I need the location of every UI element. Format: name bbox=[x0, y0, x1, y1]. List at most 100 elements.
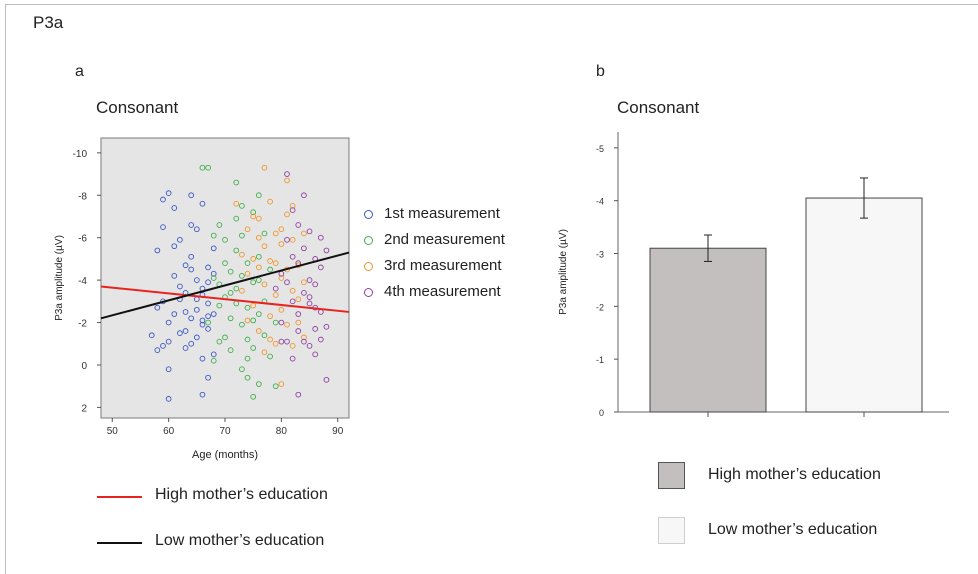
y-tick-label: -10 bbox=[73, 149, 88, 160]
scatter-point bbox=[165, 366, 172, 373]
scatter-point bbox=[222, 260, 228, 267]
x-tick-label: 80 bbox=[276, 426, 288, 437]
scatter-point bbox=[216, 302, 223, 309]
panel-b-label: b bbox=[596, 63, 605, 80]
scatter-point bbox=[210, 270, 217, 277]
scatter-point bbox=[227, 347, 234, 353]
scatter-point bbox=[284, 338, 290, 345]
scatter-point bbox=[188, 340, 195, 347]
scatter-point bbox=[188, 315, 195, 322]
scatter-point bbox=[295, 311, 302, 317]
scatter-point bbox=[261, 349, 268, 356]
scatter-point bbox=[255, 311, 262, 317]
y-tick-label: -4 bbox=[78, 276, 87, 287]
scatter-point bbox=[255, 277, 262, 283]
bar-y-tick-label: -5 bbox=[596, 144, 604, 154]
scatter-point bbox=[295, 319, 302, 326]
scatter-point bbox=[160, 224, 166, 230]
y-tick-label: 0 bbox=[81, 361, 87, 372]
scatter-point bbox=[182, 262, 189, 269]
scatter-point bbox=[205, 374, 211, 381]
scatter-point bbox=[171, 243, 178, 250]
legend-label-m1: 1st measurement bbox=[384, 205, 500, 222]
scatter-point bbox=[233, 179, 240, 186]
scatter-point bbox=[272, 383, 279, 390]
scatter-point bbox=[177, 283, 183, 290]
scatter-point bbox=[193, 277, 200, 283]
scatter-point bbox=[239, 366, 245, 373]
line-legend-low-swatch bbox=[97, 542, 142, 544]
legend-marker-m1 bbox=[364, 210, 373, 219]
scatter-point bbox=[188, 222, 195, 228]
scatter-point bbox=[188, 253, 195, 260]
scatter-point bbox=[301, 338, 307, 345]
scatter-point bbox=[205, 319, 211, 326]
scatter-point bbox=[205, 300, 211, 307]
scatter-point bbox=[250, 317, 257, 324]
x-tick-label: 60 bbox=[163, 426, 175, 437]
scatter-point bbox=[239, 273, 245, 279]
scatter-point bbox=[255, 253, 262, 260]
scatter-point bbox=[289, 203, 296, 209]
bar-legend-low-label: Low mother’s education bbox=[708, 521, 878, 538]
scatter-point bbox=[199, 164, 206, 171]
scatter-point bbox=[272, 340, 279, 347]
scatter-point bbox=[227, 315, 234, 322]
legend-marker-m4 bbox=[364, 288, 373, 297]
scatter-point bbox=[289, 253, 296, 260]
scatter-point bbox=[205, 326, 211, 332]
scatter-point bbox=[323, 247, 330, 254]
scatter-point bbox=[301, 334, 307, 341]
scatter-point bbox=[301, 279, 307, 286]
y-axis-label: P3a amplitude (µV) bbox=[54, 235, 65, 321]
scatter-point bbox=[267, 266, 273, 273]
scatter-point bbox=[301, 245, 307, 252]
scatter-point bbox=[154, 347, 161, 353]
scatter-point bbox=[244, 270, 251, 277]
scatter-point bbox=[188, 192, 195, 199]
scatter-point bbox=[250, 393, 257, 400]
scatter-point bbox=[250, 209, 257, 216]
scatter-point bbox=[250, 279, 257, 286]
scatter-point bbox=[255, 264, 262, 271]
scatter-point bbox=[177, 330, 183, 337]
scatter-point bbox=[250, 256, 257, 262]
line-legend-high-label: High mother’s education bbox=[155, 486, 328, 503]
scatter-point bbox=[244, 355, 251, 362]
scatter-point bbox=[165, 338, 172, 345]
scatter-point bbox=[301, 230, 307, 237]
scatter-point bbox=[233, 247, 240, 254]
scatter-point bbox=[289, 355, 296, 362]
panel-a-subtitle: Consonant bbox=[96, 98, 179, 117]
scatter-point bbox=[255, 215, 262, 222]
scatter-point bbox=[227, 289, 234, 296]
line-legend-low-label: Low mother’s education bbox=[155, 532, 325, 549]
panel-a-label: a bbox=[75, 63, 84, 80]
scatter-point bbox=[312, 326, 319, 332]
scatter-point bbox=[267, 198, 273, 205]
scatter-point bbox=[301, 289, 307, 296]
scatter-point bbox=[267, 353, 273, 360]
fit-line bbox=[100, 285, 350, 313]
scatter-point bbox=[261, 281, 268, 288]
scatter-point bbox=[160, 196, 166, 203]
scatter-point bbox=[244, 317, 251, 324]
scatter-point bbox=[171, 273, 178, 279]
scatter-point bbox=[244, 336, 251, 343]
panel-b-subtitle: Consonant bbox=[617, 98, 700, 117]
fit-line bbox=[100, 251, 350, 320]
scatter-point bbox=[193, 306, 200, 313]
scatter-point bbox=[272, 230, 279, 237]
x-tick-label: 70 bbox=[219, 426, 231, 437]
scatter-point bbox=[255, 192, 262, 199]
scatter-point bbox=[323, 376, 330, 383]
scatter-point bbox=[193, 334, 200, 341]
scatter-point bbox=[312, 351, 319, 358]
scatter-point bbox=[317, 234, 324, 241]
scatter-point bbox=[278, 306, 285, 313]
scatter-point bbox=[233, 285, 240, 292]
scatter-point bbox=[272, 292, 279, 298]
bar-legend-low-swatch bbox=[658, 517, 685, 544]
scatter-point bbox=[182, 328, 189, 334]
scatter-point bbox=[250, 345, 257, 351]
